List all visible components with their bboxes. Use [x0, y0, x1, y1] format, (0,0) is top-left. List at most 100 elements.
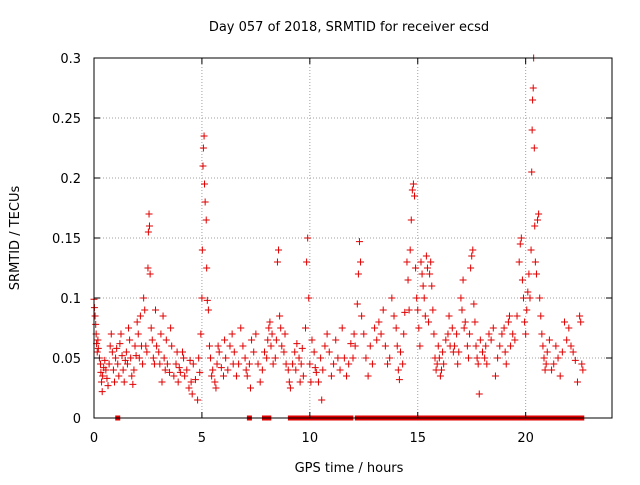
- data-point: [396, 348, 404, 356]
- data-point: [312, 368, 320, 376]
- data-point: [289, 360, 297, 368]
- data-point: [394, 366, 402, 374]
- data-point: [203, 264, 211, 272]
- data-point: [160, 354, 168, 362]
- data-point: [96, 360, 104, 368]
- data-point: [296, 378, 304, 386]
- data-point: [470, 300, 478, 308]
- data-point: [406, 246, 414, 254]
- data-point: [482, 342, 490, 350]
- data-point: [433, 360, 441, 368]
- data-point: [220, 372, 227, 380]
- data-point: [520, 294, 528, 302]
- data-point: [321, 342, 329, 350]
- data-point: [145, 210, 153, 218]
- data-point: [237, 324, 245, 332]
- data-point: [392, 324, 400, 332]
- data-point: [430, 330, 438, 338]
- data-point: [336, 366, 344, 374]
- data-point: [127, 354, 135, 362]
- x-tick-label: 15: [409, 431, 426, 446]
- x-tick-label: 20: [517, 431, 534, 446]
- data-point: [528, 126, 536, 134]
- data-point: [453, 330, 461, 338]
- y-tick-label: 0.25: [52, 112, 81, 127]
- data-point: [531, 258, 539, 266]
- data-point: [266, 318, 274, 326]
- data-point: [202, 216, 210, 224]
- data-point: [457, 294, 465, 302]
- data-point: [435, 354, 443, 362]
- data-point: [371, 324, 379, 332]
- data-point: [155, 348, 163, 356]
- data-point: [101, 356, 109, 364]
- data-point: [246, 384, 254, 392]
- data-point: [228, 330, 236, 338]
- data-point: [386, 354, 394, 362]
- data-point: [358, 312, 366, 320]
- y-tick-label: 0.2: [60, 172, 81, 187]
- data-point: [576, 312, 584, 320]
- data-point: [256, 378, 264, 386]
- data-point: [527, 246, 535, 254]
- data-point: [304, 234, 312, 242]
- data-point: [145, 222, 153, 230]
- data-point: [188, 390, 196, 398]
- data-point: [524, 288, 532, 296]
- data-point: [379, 306, 387, 314]
- data-point: [340, 354, 348, 362]
- data-point: [186, 356, 194, 364]
- data-point: [464, 354, 472, 362]
- data-point: [474, 360, 482, 368]
- data-point: [421, 312, 429, 320]
- data-point: [404, 276, 412, 284]
- data-point: [548, 366, 556, 374]
- data-point: [429, 306, 437, 314]
- data-point: [487, 336, 495, 344]
- data-point: [226, 342, 234, 350]
- data-point: [338, 324, 346, 332]
- data-point: [373, 336, 381, 344]
- data-point: [578, 360, 586, 368]
- data-point: [115, 372, 123, 380]
- x-tick-label: 5: [198, 431, 206, 446]
- data-point: [198, 294, 206, 302]
- data-point: [129, 380, 137, 388]
- data-point: [311, 364, 319, 372]
- data-point: [176, 368, 184, 376]
- data-point: [143, 348, 151, 356]
- data-point: [347, 340, 355, 348]
- data-point: [272, 336, 280, 344]
- data-point: [545, 336, 553, 344]
- data-point: [419, 282, 427, 290]
- data-point: [185, 384, 193, 392]
- data-point: [241, 354, 249, 362]
- data-point: [538, 330, 546, 338]
- data-point: [105, 360, 113, 368]
- data-point: [357, 258, 365, 266]
- data-point: [368, 360, 376, 368]
- data-point: [471, 318, 479, 326]
- data-point: [264, 336, 272, 344]
- data-point: [268, 330, 276, 338]
- data-point: [109, 366, 117, 374]
- data-point: [345, 360, 353, 368]
- data-point: [485, 330, 493, 338]
- data-point: [306, 360, 314, 368]
- data-point: [285, 378, 293, 386]
- data-point: [528, 168, 536, 176]
- data-point: [425, 318, 433, 326]
- data-point: [140, 294, 148, 302]
- data-point: [455, 348, 463, 356]
- data-point: [323, 330, 331, 338]
- data-point: [454, 360, 462, 368]
- data-point: [293, 340, 301, 348]
- data-point: [522, 330, 530, 338]
- data-point: [133, 318, 141, 326]
- data-point: [554, 354, 562, 362]
- data-point: [417, 258, 425, 266]
- data-point: [158, 378, 166, 386]
- data-point: [426, 270, 434, 278]
- data-point: [351, 342, 359, 350]
